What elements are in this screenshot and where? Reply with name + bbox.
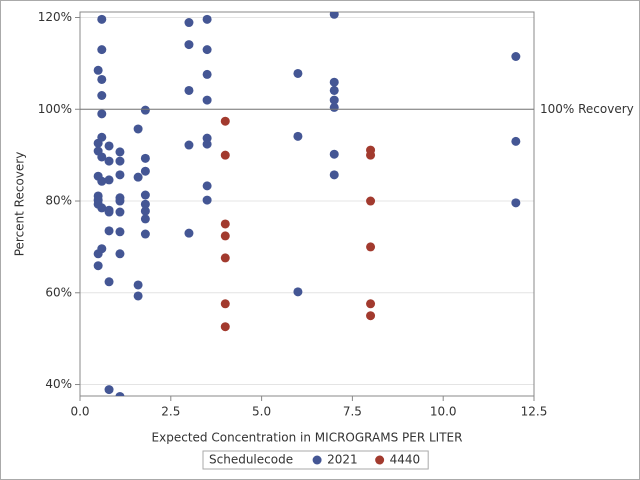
point [93,138,103,148]
point [133,124,143,134]
point [115,147,125,157]
point [202,181,212,191]
point [293,68,303,78]
x-tick-label: 12.5 [521,405,548,419]
point [220,253,230,263]
point [104,385,114,395]
y-tick-label: 120% [38,10,72,24]
point [97,203,107,213]
point [97,74,107,84]
legend-title: Schedulecode [209,453,293,467]
y-tick-label: 60% [45,285,72,299]
point [184,140,194,150]
point [93,249,103,259]
point [511,136,521,146]
point [115,227,125,237]
point [115,196,125,206]
x-tick-label: 0.0 [70,405,89,419]
point [220,231,230,241]
point [140,229,150,239]
point [366,242,376,252]
point [133,172,143,182]
point [220,219,230,229]
point [329,85,339,95]
point [511,198,521,208]
y-tick-label: 80% [45,194,72,208]
point [140,199,150,209]
point [140,153,150,163]
point [220,116,230,126]
point [97,109,107,119]
point [184,18,194,28]
point [93,261,103,271]
point [97,90,107,100]
point [329,170,339,180]
point [133,280,143,290]
point [329,77,339,87]
reference-label: 100% Recovery [540,102,634,116]
point [97,14,107,24]
point [104,226,114,236]
point [220,299,230,309]
x-tick-label: 7.5 [343,405,362,419]
point [97,176,107,186]
x-tick-label: 5.0 [252,405,271,419]
point [329,149,339,159]
point [104,175,114,185]
point [220,322,230,332]
point [202,14,212,24]
point [93,65,103,75]
point [115,170,125,180]
point [202,139,212,149]
point [104,141,114,151]
point [140,206,150,216]
point [184,228,194,238]
point [202,69,212,79]
legend-label: 4440 [390,453,421,467]
y-tick-label: 100% [38,102,72,116]
point [329,12,339,19]
point [202,95,212,105]
point [202,45,212,55]
point [104,156,114,166]
point [133,291,143,301]
point [97,45,107,55]
legend-marker [375,455,385,465]
point [184,85,194,95]
point [115,391,125,396]
point [366,150,376,160]
legend: Schedulecode 2021 4440 [202,450,429,470]
point [366,311,376,321]
legend-marker [312,455,322,465]
x-tick-label: 10.0 [430,405,457,419]
y-axis-label: Percent Recovery [13,152,27,257]
point [115,207,125,217]
point [115,156,125,166]
point [140,166,150,176]
legend-label: 2021 [327,453,358,467]
x-axis-label: Expected Concentration in MICROGRAMS PER… [152,431,463,445]
point [140,214,150,224]
point [140,190,150,200]
plot-frame [79,11,535,397]
point [293,131,303,141]
x-tick-label: 2.5 [161,405,180,419]
point [511,52,521,62]
y-tick-label: 40% [45,377,72,391]
point [220,150,230,160]
point [366,299,376,309]
point [115,249,125,259]
point [140,105,150,115]
point [329,102,339,112]
point [184,40,194,50]
point [104,277,114,287]
point [329,95,339,105]
point [202,195,212,205]
point [293,287,303,297]
point [366,196,376,206]
point [104,207,114,217]
point [97,152,107,162]
